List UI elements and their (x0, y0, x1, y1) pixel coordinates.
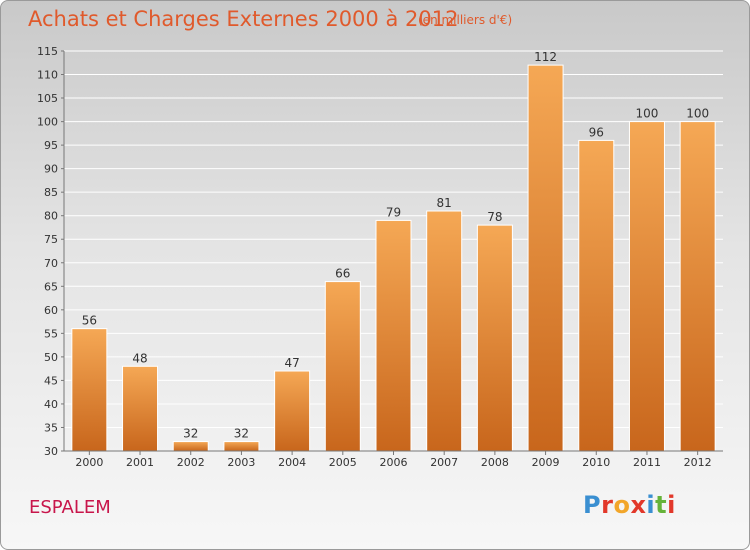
value-label-2010: 96 (589, 125, 604, 139)
x-tick-label-2011: 2011 (633, 456, 661, 469)
x-tick-label-2004: 2004 (278, 456, 306, 469)
y-tick-label: 70 (44, 257, 58, 270)
bar-2003 (223, 441, 260, 452)
bar-2011 (628, 121, 665, 452)
y-tick-label: 60 (44, 304, 58, 317)
bar-2010 (578, 139, 615, 452)
bar-2009 (527, 64, 564, 452)
y-tick-label: 40 (44, 398, 58, 411)
axes: 30 35 40 45 50 55 60 65 70 75 80 85 90 95 100 105 110 115… (37, 45, 723, 469)
y-tick-label: 80 (44, 210, 58, 223)
bars: 56 48 32 32 47 66 79 81 78 112 96 100 100 (71, 50, 716, 452)
value-label-2003: 32 (234, 427, 249, 441)
y-tick-label: 30 (44, 445, 58, 458)
y-tick-label: 55 (44, 327, 58, 340)
bar-2005 (324, 281, 361, 452)
x-tick-label-2000: 2000 (75, 456, 103, 469)
y-tick-label: 50 (44, 351, 58, 364)
bar-2012 (679, 121, 716, 452)
y-tick-label: 95 (44, 139, 58, 152)
value-label-2012: 100 (686, 107, 709, 121)
y-tick-label: 35 (44, 421, 58, 434)
y-tick-label: 115 (37, 45, 58, 58)
value-label-2004: 47 (284, 356, 299, 370)
y-tick-label: 75 (44, 233, 58, 246)
x-tick-label-2003: 2003 (227, 456, 255, 469)
chart-subtitle: (en milliers d'€) (418, 13, 513, 27)
x-tick-label-2007: 2007 (430, 456, 458, 469)
proxiti-logo[interactable]: Proxiti (583, 491, 676, 519)
bar-2006 (375, 219, 412, 452)
value-label-2011: 100 (636, 107, 659, 121)
bar-2000 (71, 328, 108, 452)
y-tick-label: 100 (37, 116, 58, 129)
x-tick-label-2002: 2002 (177, 456, 205, 469)
value-label-2000: 56 (82, 314, 97, 328)
y-tick-label: 85 (44, 186, 58, 199)
x-tick-label-2012: 2012 (684, 456, 712, 469)
y-tick-label: 105 (37, 92, 58, 105)
y-tick-label: 65 (44, 280, 58, 293)
y-tick-label: 110 (37, 69, 58, 82)
bar-2001 (122, 365, 159, 452)
x-tick-label-2010: 2010 (582, 456, 610, 469)
bar-2002 (172, 441, 209, 452)
value-label-2008: 78 (487, 210, 502, 224)
x-tick-label-2001: 2001 (126, 456, 154, 469)
commune-name: ESPALEM (29, 497, 111, 518)
bar-2008 (476, 224, 513, 452)
value-label-2002: 32 (183, 427, 198, 441)
y-tick-label: 45 (44, 374, 58, 387)
value-label-2005: 66 (335, 267, 350, 281)
value-label-2006: 79 (386, 205, 401, 219)
chart-title: Achats et Charges Externes 2000 à 2012 (28, 7, 459, 31)
x-tick-label-2005: 2005 (329, 456, 357, 469)
bar-2004 (274, 370, 311, 452)
bar-2007 (426, 210, 463, 452)
x-tick-label-2009: 2009 (532, 456, 560, 469)
value-label-2009: 112 (534, 50, 557, 64)
y-tick-label: 90 (44, 163, 58, 176)
value-label-2007: 81 (437, 196, 452, 210)
value-label-2001: 48 (132, 351, 147, 365)
x-tick-label-2008: 2008 (481, 456, 509, 469)
x-tick-label-2006: 2006 (380, 456, 408, 469)
